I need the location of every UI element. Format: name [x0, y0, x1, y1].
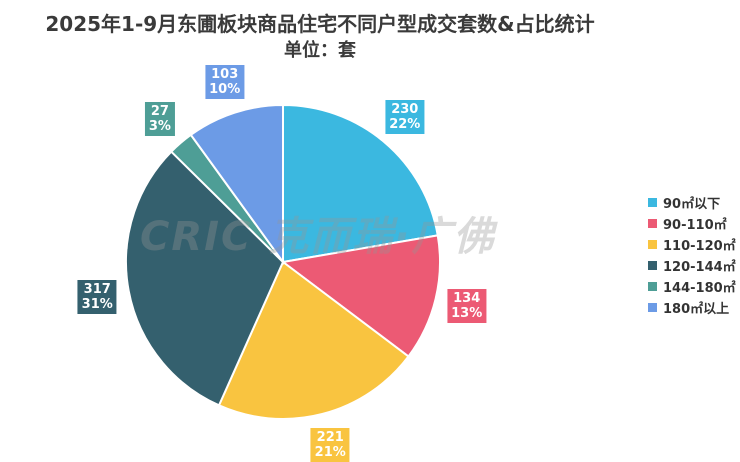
data-label: 103 10% [205, 65, 245, 100]
data-label-value: 317 [83, 281, 111, 297]
pie-slice-0 [282, 103, 439, 264]
data-label-percent: 13% [451, 306, 483, 322]
data-label: 221 21% [310, 427, 350, 462]
legend-item: 120-144㎡ [648, 255, 736, 276]
legend-swatch [648, 240, 657, 249]
legend-item: 90-110㎡ [648, 213, 736, 234]
legend-item: 90㎡以下 [648, 192, 736, 213]
legend-item: 180㎡以上 [648, 297, 736, 318]
legend-label: 90-110㎡ [663, 218, 727, 233]
legend-item: 110-120㎡ [648, 234, 736, 255]
data-label: 317 31% [77, 279, 117, 314]
data-label-percent: 21% [314, 444, 346, 460]
data-label: 134 13% [447, 289, 487, 324]
chart-subtitle: 单位：套 [284, 40, 356, 61]
data-label-value: 230 [391, 102, 419, 118]
legend-label: 120-144㎡ [663, 260, 736, 275]
legend: 90㎡以下 90-110㎡ 110-120㎡ 120-144㎡ 144-180㎡ 180㎡… [648, 192, 736, 318]
legend-item: 144-180㎡ [648, 276, 736, 297]
pie-slice-5 [189, 103, 284, 266]
legend-swatch [648, 261, 657, 270]
chart-title: 2025年1-9月东圃板块商品住宅不同户型成交套数&占比统计 [45, 12, 595, 36]
legend-label: 110-120㎡ [663, 239, 736, 254]
data-label-percent: 31% [81, 296, 113, 312]
data-label-percent: 3% [148, 118, 171, 134]
legend-swatch [648, 198, 657, 207]
data-label-value: 27 [150, 103, 169, 119]
pie-slice-1 [280, 234, 441, 358]
legend-swatch [648, 282, 657, 291]
pie-slice-3 [125, 150, 285, 407]
legend-label: 90㎡以下 [663, 197, 721, 212]
data-label: 230 22% [385, 100, 425, 135]
legend-label: 180㎡以上 [663, 302, 730, 317]
data-label: 27 3% [144, 101, 175, 136]
legend-label: 144-180㎡ [663, 281, 736, 296]
legend-swatch [648, 219, 657, 228]
legend-swatch [648, 303, 657, 312]
data-label-value: 103 [211, 67, 239, 83]
data-label-percent: 22% [389, 117, 421, 133]
watermark: CRIC 克而瑞·广佛 [140, 214, 496, 260]
data-label-percent: 10% [209, 82, 241, 98]
data-label-value: 134 [453, 291, 481, 307]
data-label-value: 221 [316, 429, 344, 445]
